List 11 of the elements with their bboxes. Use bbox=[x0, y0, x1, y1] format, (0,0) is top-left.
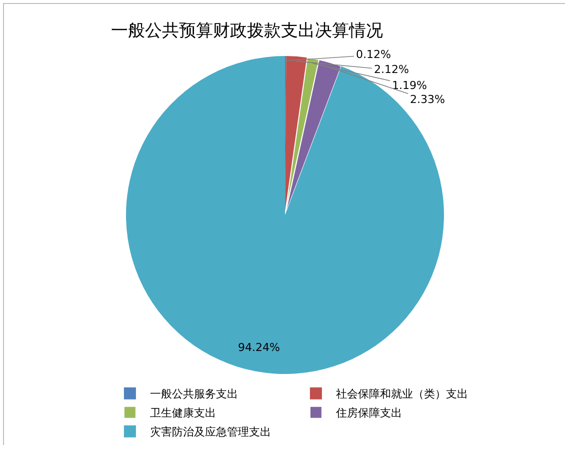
data-label: 1.19% bbox=[392, 79, 427, 92]
data-label: 2.12% bbox=[374, 63, 409, 76]
data-label: 94.24% bbox=[238, 341, 280, 354]
legend-label: 一般公共服务支出 bbox=[150, 388, 238, 401]
legend-label: 住房保障支出 bbox=[336, 406, 402, 420]
chart-title: 一般公共预算财政拨款支出决算情况 bbox=[110, 20, 383, 41]
data-label: 2.33% bbox=[410, 93, 445, 106]
legend-label: 灾害防治及应急管理支出 bbox=[150, 426, 271, 439]
data-label: 0.12% bbox=[356, 48, 391, 61]
legend-label: 卫生健康支出 bbox=[150, 406, 216, 420]
legend-label: 社会保障和就业（类）支出 bbox=[336, 388, 468, 401]
